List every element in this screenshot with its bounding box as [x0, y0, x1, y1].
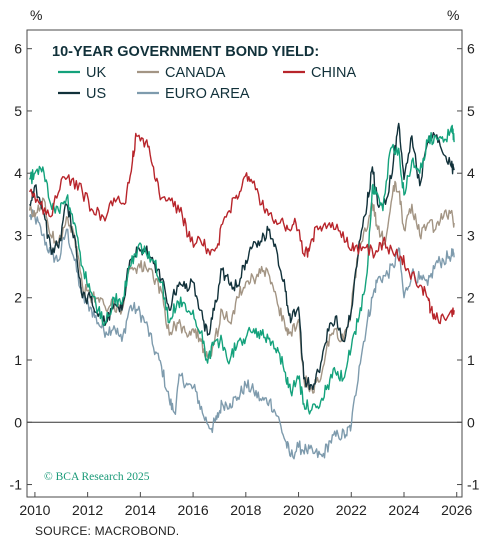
x-tick-label: 2024 [388, 502, 419, 518]
y-tick-label-right: 3 [467, 227, 475, 243]
y-axis-unit-right: % [447, 7, 459, 23]
y-axis-unit-left: % [30, 7, 42, 23]
y-tick-label-right: 6 [467, 41, 475, 57]
chart-title: 10-YEAR GOVERNMENT BOND YIELD: [52, 44, 319, 60]
series-line-uk [29, 124, 455, 415]
y-tick-label-right: 5 [467, 103, 475, 119]
x-tick-label: 2014 [125, 502, 156, 518]
series-line-euro-area [28, 209, 455, 460]
y-tick-label-left: 3 [14, 227, 22, 243]
y-tick-label-left: 4 [14, 165, 22, 181]
x-tick-label: 2010 [19, 502, 50, 518]
legend-label-us: US [86, 86, 106, 102]
y-tick-label-left: 2 [14, 290, 22, 306]
legend-label-canada: CANADA [165, 65, 226, 81]
x-tick-label: 2022 [336, 502, 367, 518]
credit-text: © BCA Research 2025 [44, 471, 150, 483]
y-tick-label-left: -1 [10, 477, 23, 493]
y-tick-label-right: 1 [467, 352, 475, 368]
y-tick-label-left: 6 [14, 41, 22, 57]
y-tick-label-right: -1 [467, 477, 480, 493]
series-line-us [29, 122, 455, 391]
source-note: SOURCE: MACROBOND. [35, 524, 180, 538]
y-tick-label-left: 1 [14, 352, 22, 368]
legend-label-uk: UK [86, 65, 106, 81]
y-tick-label-right: 2 [467, 290, 475, 306]
x-tick-label: 2016 [178, 502, 209, 518]
x-tick-label: 2020 [283, 502, 314, 518]
x-tick-label: 2026 [441, 502, 472, 518]
y-tick-label-left: 0 [14, 414, 22, 430]
x-tick-label: 2012 [72, 502, 103, 518]
legend-label-euro-area: EURO AREA [165, 86, 250, 102]
y-tick-label-right: 0 [467, 414, 475, 430]
plot-frame [26, 29, 463, 498]
legend-label-china: CHINA [311, 65, 356, 81]
y-tick-label-right: 4 [467, 165, 475, 181]
series-line-canada [28, 180, 455, 394]
series-line-china [28, 132, 455, 325]
y-tick-label-left: 5 [14, 103, 22, 119]
x-tick-label: 2018 [230, 502, 261, 518]
